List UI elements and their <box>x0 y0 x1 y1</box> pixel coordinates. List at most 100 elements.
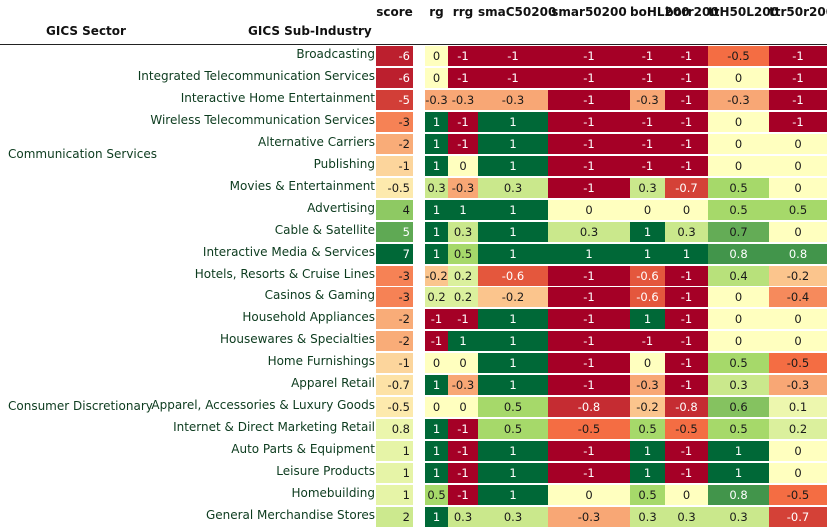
row-label: Integrated Telecommunication Services <box>137 68 375 83</box>
heatmap-cell: 1 <box>478 463 548 484</box>
heatmap-cell: 1 <box>425 506 448 527</box>
heatmap-cell: -1 <box>665 111 708 132</box>
heatmap-cell: 0 <box>708 133 769 154</box>
heatmap-cell: 1 <box>376 441 413 462</box>
heatmap-cell: -0.7 <box>665 177 708 198</box>
heatmap-cell: 0 <box>665 199 708 220</box>
heatmap-cell: 0 <box>630 199 665 220</box>
column-header-rg: rg <box>429 5 444 19</box>
heatmap-cell: -0.6 <box>630 287 665 308</box>
heatmap-cell: -1 <box>548 375 630 396</box>
heatmap-cell: 1 <box>630 243 665 264</box>
heatmap-cell: 0 <box>630 353 665 374</box>
heatmap-cell: 1 <box>708 463 769 484</box>
heatmap-cell: 1 <box>376 463 413 484</box>
heatmap-cell: 2 <box>376 506 413 527</box>
heatmap-cell: -1 <box>548 89 630 110</box>
row-label: Auto Parts & Equipment <box>231 442 375 457</box>
row-label: Homebuilding <box>291 486 375 500</box>
heatmap-cell: -0.5 <box>376 397 413 418</box>
heatmap-cell: 0.2 <box>769 419 827 440</box>
heatmap-cell: -3 <box>376 265 413 286</box>
row-label: Hotels, Resorts & Cruise Lines <box>194 266 375 281</box>
heatmap-cell: 1 <box>708 441 769 462</box>
heatmap-cell: 0.5 <box>769 199 827 220</box>
heatmap-cell: -1 <box>448 441 478 462</box>
heatmap-cell: -1 <box>630 111 665 132</box>
heatmap-cell: 0 <box>665 485 708 505</box>
heatmap-cell: 0.7 <box>708 221 769 242</box>
heatmap-cell: -5 <box>376 89 413 110</box>
heatmap-cell: -1 <box>665 375 708 396</box>
heatmap-cell: 0 <box>769 463 827 484</box>
heatmap-cell: -0.3 <box>630 375 665 396</box>
heatmap-cell: 0.2 <box>448 287 478 308</box>
row-label: Alternative Carriers <box>258 134 375 149</box>
row-label: Advertising <box>307 200 375 215</box>
heatmap-cell: 1 <box>425 243 448 264</box>
heatmap-cell: 1 <box>630 463 665 484</box>
heatmap-cell: 1 <box>425 133 448 154</box>
heatmap-cell: 0.8 <box>708 243 769 264</box>
heatmap-cell: 1 <box>425 441 448 462</box>
heatmap-cell: 0 <box>769 221 827 242</box>
column-header-tth50l200: ttH50L200 <box>708 5 779 19</box>
heatmap-cell: 1 <box>478 441 548 462</box>
heatmap-cell: -1 <box>548 287 630 308</box>
heatmap-cell: 1 <box>425 111 448 132</box>
heatmap-cell: -1 <box>448 309 478 330</box>
heatmap-cell: -1 <box>548 67 630 88</box>
column-header-ttr50r200: ttr50r200 <box>769 5 827 19</box>
heatmap-cell: 0 <box>708 309 769 330</box>
column-header-smar50200: smar50200 <box>551 5 627 19</box>
heatmap-cell: -1 <box>376 353 413 374</box>
row-label: Apparel, Accessories & Luxury Goods <box>151 398 375 413</box>
heatmap-cell: 0.8 <box>708 485 769 505</box>
heatmap-cell: -0.5 <box>708 46 769 66</box>
heatmap-cell: 0.3 <box>425 177 448 198</box>
heatmap-cell: -0.2 <box>425 265 448 286</box>
heatmap-cell: -1 <box>665 89 708 110</box>
heatmap-cell: -0.8 <box>548 397 630 418</box>
row-label: Housewares & Specialties <box>220 332 375 347</box>
heatmap-cell: 0.5 <box>425 485 448 505</box>
heatmap-cell: -1 <box>425 331 448 352</box>
heatmap-cell: -2 <box>376 133 413 154</box>
sector-label: Communication Services <box>8 146 157 161</box>
heatmap-cell: -1 <box>665 353 708 374</box>
heatmap-cell: -1 <box>630 46 665 66</box>
heatmap-cell: -1 <box>665 46 708 66</box>
heatmap-cell: -2 <box>376 331 413 352</box>
heatmap-cell: -1 <box>665 309 708 330</box>
heatmap-cell: 0 <box>548 199 630 220</box>
heatmap-cell: 0 <box>425 397 448 418</box>
heatmap-cell: 1 <box>425 419 448 440</box>
heatmap-cell: 1 <box>478 111 548 132</box>
header-gics-sector: GICS Sector <box>46 24 126 38</box>
heatmap-cell: 0 <box>769 309 827 330</box>
heatmap-cell: -1 <box>630 331 665 352</box>
heatmap-cell: 1 <box>478 221 548 242</box>
heatmap-cell: 0 <box>708 67 769 88</box>
column-header-smac50200: smaC50200 <box>478 5 557 19</box>
heatmap-cell: 0.1 <box>769 397 827 418</box>
heatmap-cell: 1 <box>478 331 548 352</box>
row-label: Wireless Telecommunication Services <box>150 112 375 127</box>
heatmap-cell: -1 <box>630 133 665 154</box>
heatmap-cell: -1 <box>425 309 448 330</box>
heatmap-cell: 1 <box>478 375 548 396</box>
heatmap-cell: 0.3 <box>665 506 708 527</box>
heatmap-cell: 0.5 <box>630 419 665 440</box>
column-header-score: score <box>376 5 413 19</box>
heatmap-cell: 1 <box>478 133 548 154</box>
row-label: Household Appliances <box>242 310 375 325</box>
heatmap-cell: -1 <box>665 265 708 286</box>
heatmap-cell: -1 <box>665 441 708 462</box>
heatmap-cell: 1 <box>376 485 413 505</box>
heatmap-cell: -0.3 <box>478 89 548 110</box>
heatmap-cell: -0.3 <box>548 506 630 527</box>
heatmap-cell: 1 <box>548 243 630 264</box>
heatmap-cell: -3 <box>376 287 413 308</box>
heatmap-cell: 0.3 <box>478 177 548 198</box>
